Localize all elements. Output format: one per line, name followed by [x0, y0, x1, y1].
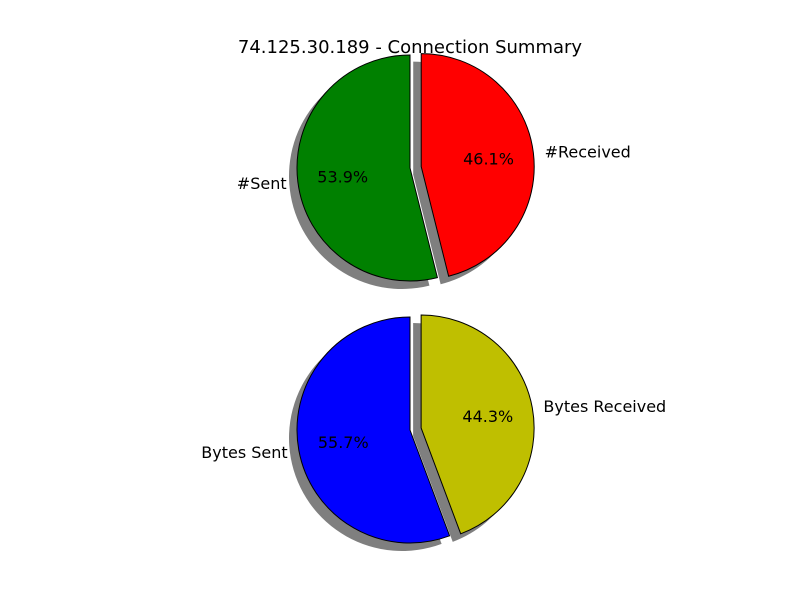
chart-title: 74.125.30.189 - Connection Summary: [238, 37, 583, 58]
slice-label-sent: #Sent: [237, 174, 287, 193]
slice-received: [420, 53, 535, 277]
slice-bytes-received: [420, 314, 535, 535]
slice-percent-bytes-sent: 55.7%: [318, 433, 369, 452]
pie-bytes: Bytes Sent 55.7% Bytes Received 44.3%: [201, 314, 666, 551]
slice-label-received: #Received: [545, 142, 631, 161]
slice-sent: [296, 54, 439, 282]
slice-percent-bytes-received: 44.3%: [462, 407, 513, 426]
slice-label-bytes-received: Bytes Received: [543, 397, 666, 416]
slice-percent-received: 46.1%: [463, 149, 514, 168]
pie-connections: #Sent 53.9% #Received 46.1%: [237, 53, 631, 289]
slice-label-bytes-sent: Bytes Sent: [201, 443, 287, 462]
slice-percent-sent: 53.9%: [317, 167, 368, 186]
slice-bytes-sent: [296, 316, 451, 544]
